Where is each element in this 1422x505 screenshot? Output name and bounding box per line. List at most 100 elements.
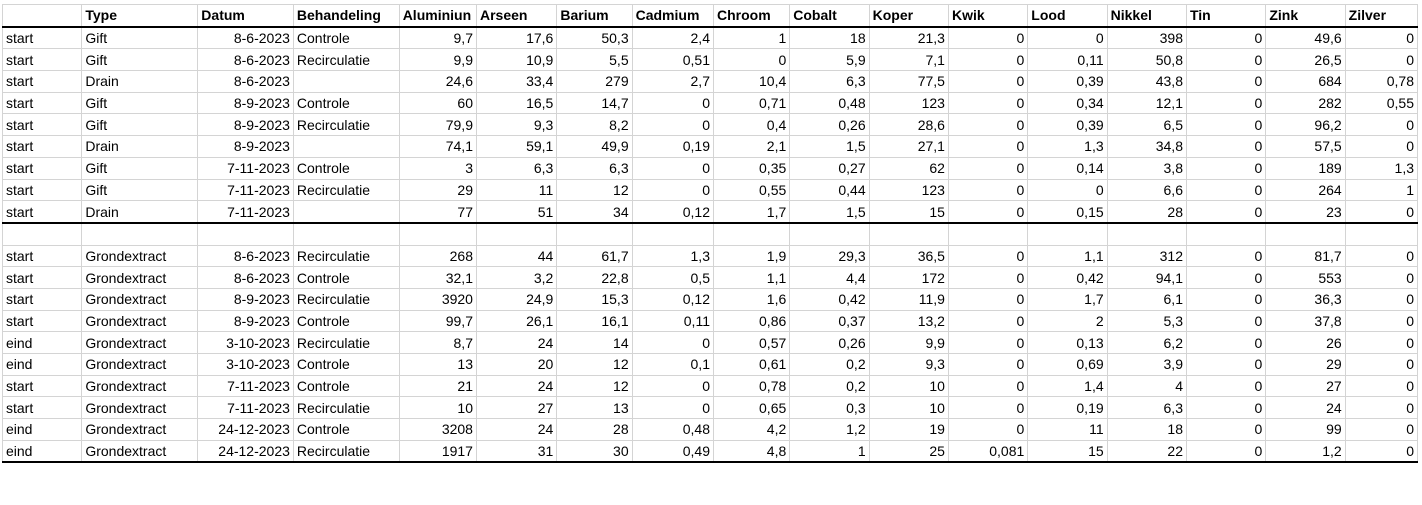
table-cell[interactable]: 0 xyxy=(1344,26,1419,50)
table-cell[interactable]: 1,5 xyxy=(789,135,870,158)
table-cell[interactable]: 8-6-2023 xyxy=(197,266,294,289)
table-cell[interactable]: 49,9 xyxy=(556,135,633,158)
table-row[interactable]: start Grondextract 8-9-2023 Controle 99,7 26,… xyxy=(1,309,1419,333)
table-cell[interactable]: 0 xyxy=(947,266,1029,289)
table-cell[interactable]: 0 xyxy=(1344,418,1419,441)
table-cell[interactable]: 31 xyxy=(475,439,558,464)
table-cell[interactable]: 123 xyxy=(868,91,949,115)
table-cell[interactable] xyxy=(947,222,1029,246)
table-cell[interactable]: start xyxy=(1,70,83,93)
table-cell[interactable]: start xyxy=(1,309,83,333)
table-cell[interactable]: 0 xyxy=(1344,113,1419,137)
table-cell[interactable]: 1,9 xyxy=(712,244,791,268)
table-row[interactable]: start Gift 8-9-2023 Recirculatie 79,9 9,3 8,2 0… xyxy=(1,113,1419,137)
table-cell[interactable]: 5,5 xyxy=(556,48,633,72)
table-cell[interactable]: Gift xyxy=(81,91,199,115)
table-cell[interactable]: 0 xyxy=(1185,70,1267,93)
table-cell[interactable] xyxy=(868,222,949,246)
table-cell[interactable] xyxy=(1185,222,1267,246)
table-cell[interactable]: 1,7 xyxy=(1027,287,1108,311)
table-cell[interactable]: 28,6 xyxy=(868,113,949,137)
table-cell[interactable]: 44 xyxy=(475,244,558,268)
table-cell[interactable]: 26,1 xyxy=(475,309,558,333)
table-cell[interactable]: 1,1 xyxy=(712,266,791,289)
table-cell[interactable]: 0,27 xyxy=(789,156,870,180)
table-cell[interactable]: Recirculatie xyxy=(292,331,400,354)
table-cell[interactable]: 0,11 xyxy=(631,309,714,333)
table-cell[interactable]: 8-9-2023 xyxy=(197,91,294,115)
column-header[interactable]: Behandeling xyxy=(292,3,400,28)
table-cell[interactable]: 26,5 xyxy=(1265,48,1346,72)
table-cell[interactable]: 30 xyxy=(556,439,633,464)
table-cell[interactable]: 684 xyxy=(1265,70,1346,93)
table-cell[interactable]: 0,55 xyxy=(712,178,791,202)
table-cell[interactable]: 8-6-2023 xyxy=(197,244,294,268)
table-cell[interactable]: 0 xyxy=(947,396,1029,420)
table-cell[interactable] xyxy=(1027,222,1108,246)
table-cell[interactable]: 28 xyxy=(556,418,633,441)
table-cell[interactable]: 0,37 xyxy=(789,309,870,333)
table-row[interactable]: start Grondextract 7-11-2023 Controle 21 24 12… xyxy=(1,374,1419,398)
column-header[interactable]: Type xyxy=(81,3,199,28)
table-row[interactable]: start Gift 8-6-2023 Controle 9,7 17,6 50,3 2,4 1… xyxy=(1,26,1419,50)
table-cell[interactable]: start xyxy=(1,178,83,202)
table-cell[interactable] xyxy=(631,222,714,246)
table-cell[interactable]: 0,15 xyxy=(1027,200,1108,224)
table-cell[interactable]: 0 xyxy=(631,178,714,202)
table-cell[interactable]: 11,9 xyxy=(868,287,949,311)
table-cell[interactable]: 0 xyxy=(1344,396,1419,420)
table-row[interactable]: start Grondextract 7-11-2023 Recirculatie 10… xyxy=(1,396,1419,420)
table-cell[interactable]: 24,6 xyxy=(398,70,477,93)
column-header[interactable]: Nikkel xyxy=(1106,3,1187,28)
table-cell[interactable]: 0 xyxy=(1185,26,1267,50)
table-cell[interactable]: start xyxy=(1,244,83,268)
column-header[interactable]: Zink xyxy=(1265,3,1346,28)
table-cell[interactable] xyxy=(475,222,558,246)
table-cell[interactable]: 0 xyxy=(1344,331,1419,354)
column-header[interactable]: Tin xyxy=(1185,3,1267,28)
table-cell[interactable]: 0 xyxy=(947,156,1029,180)
table-cell[interactable]: start xyxy=(1,287,83,311)
table-cell[interactable]: 1,7 xyxy=(712,200,791,224)
table-cell[interactable]: 0 xyxy=(947,70,1029,93)
table-cell[interactable]: Grondextract xyxy=(81,374,199,398)
table-cell[interactable]: start xyxy=(1,156,83,180)
column-header[interactable]: Chroom xyxy=(712,3,791,28)
table-cell[interactable]: 6,3 xyxy=(556,156,633,180)
table-cell[interactable]: 1,6 xyxy=(712,287,791,311)
table-row[interactable]: start Gift 8-9-2023 Controle 60 16,5 14,7 0 0,71… xyxy=(1,91,1419,115)
table-cell[interactable]: Controle xyxy=(292,266,400,289)
table-cell[interactable]: 4,2 xyxy=(712,418,791,441)
table-row[interactable]: start Drain 8-9-2023 74,1 59,1 49,9 0,19 2,1 1,5… xyxy=(1,135,1419,158)
table-row[interactable]: start Grondextract 8-6-2023 Recirculatie 268… xyxy=(1,244,1419,268)
table-cell[interactable]: 282 xyxy=(1265,91,1346,115)
table-cell[interactable]: 3-10-2023 xyxy=(197,331,294,354)
table-cell[interactable]: 10 xyxy=(868,374,949,398)
table-cell[interactable]: 15,3 xyxy=(556,287,633,311)
table-cell[interactable]: 1,4 xyxy=(1027,374,1108,398)
table-cell[interactable] xyxy=(398,222,477,246)
table-cell[interactable]: 0,26 xyxy=(789,113,870,137)
table-cell[interactable]: 7-11-2023 xyxy=(197,178,294,202)
table-cell[interactable] xyxy=(1265,222,1346,246)
table-cell[interactable]: 18 xyxy=(789,26,870,50)
table-cell[interactable]: 0,081 xyxy=(947,439,1029,464)
table-cell[interactable]: 0 xyxy=(947,353,1029,376)
table-cell[interactable]: 34,8 xyxy=(1106,135,1187,158)
table-cell[interactable]: 0,42 xyxy=(789,287,870,311)
table-cell[interactable]: 23 xyxy=(1265,200,1346,224)
table-cell[interactable]: 268 xyxy=(398,244,477,268)
table-cell[interactable]: 34 xyxy=(556,200,633,224)
table-cell[interactable]: 79,9 xyxy=(398,113,477,137)
table-cell[interactable]: 0 xyxy=(1185,91,1267,115)
table-cell[interactable]: 0 xyxy=(1185,48,1267,72)
table-row[interactable]: eind Grondextract 3-10-2023 Recirculatie 8,7… xyxy=(1,331,1419,354)
table-cell[interactable]: Controle xyxy=(292,156,400,180)
table-cell[interactable]: 8,7 xyxy=(398,331,477,354)
table-cell[interactable]: 19 xyxy=(868,418,949,441)
table-cell[interactable]: 24 xyxy=(475,374,558,398)
table-cell[interactable]: 16,5 xyxy=(475,91,558,115)
table-cell[interactable]: 2,7 xyxy=(631,70,714,93)
table-row[interactable]: start Gift 7-11-2023 Recirculatie 29 11 12 0 0,5… xyxy=(1,178,1419,202)
table-cell[interactable]: 0 xyxy=(947,287,1029,311)
